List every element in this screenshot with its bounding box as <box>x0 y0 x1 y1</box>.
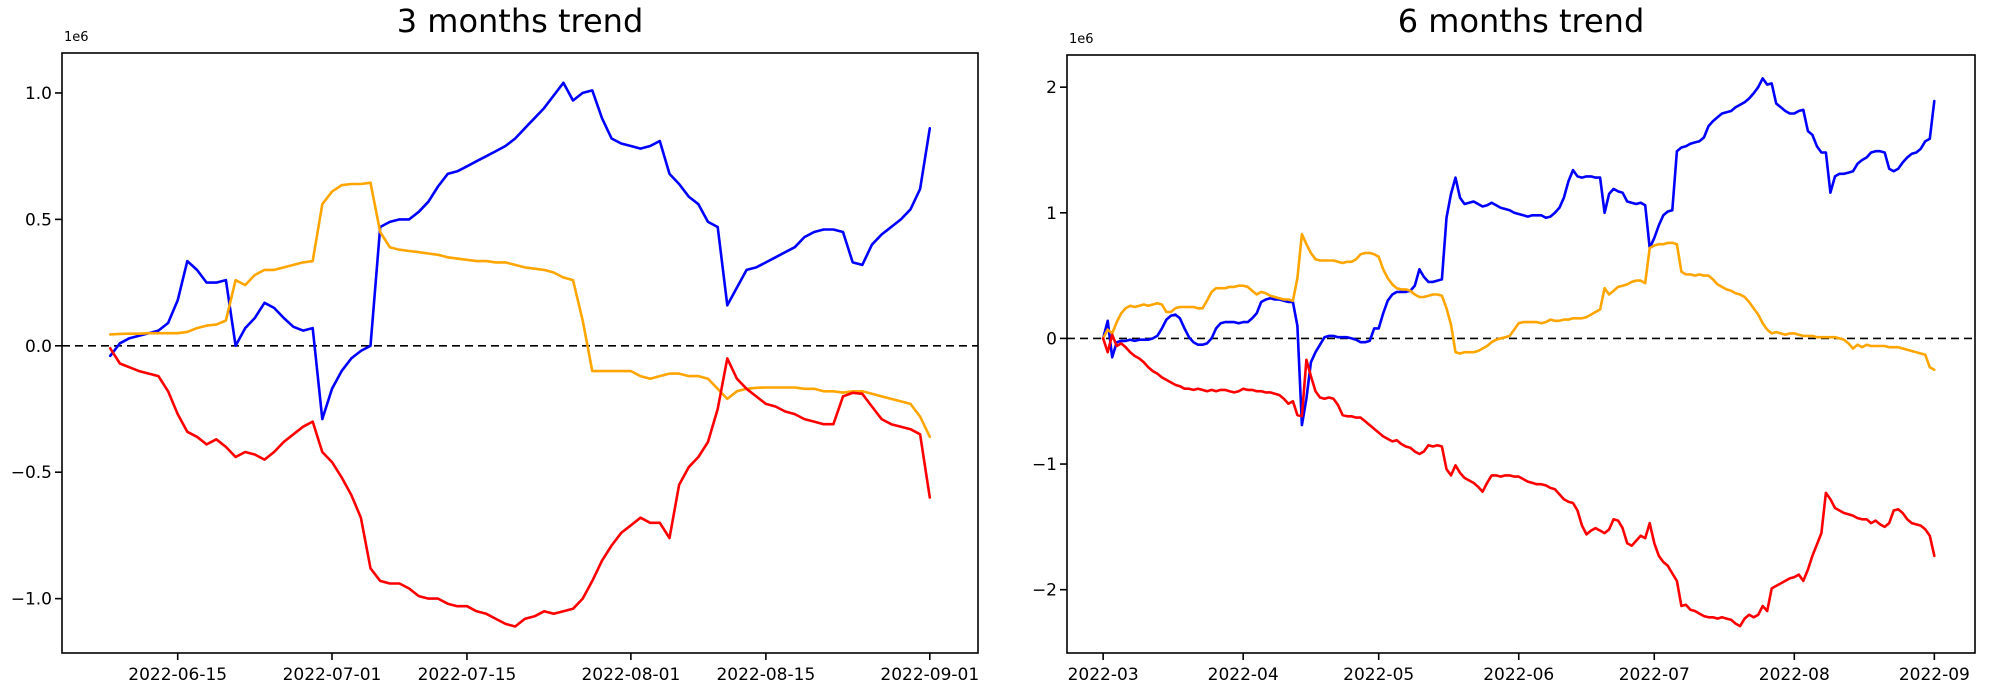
series-red-line <box>108 346 932 628</box>
y-tick-label: 0.0 <box>25 337 52 357</box>
series-red-line <box>1101 333 1936 628</box>
x-tick-label: 2022-09-01 <box>880 665 979 685</box>
series-orange-line <box>1101 232 1936 372</box>
x-tick-label: 2022-08 <box>1759 665 1830 685</box>
x-tick-label: 2022-03 <box>1068 665 1139 685</box>
y-axis-offset-label: 1e6 <box>64 30 89 45</box>
y-axis-offset-label: 1e6 <box>1069 32 1094 47</box>
axes-spines <box>61 52 979 654</box>
y-tick-label: 2 <box>1046 78 1057 98</box>
y-tick-label: −1.0 <box>11 590 52 610</box>
axes-spines <box>1066 54 1976 654</box>
y-tick-label: 0 <box>1046 329 1057 349</box>
x-tick-label: 2022-06-15 <box>128 665 227 685</box>
x-tick-label: 2022-08-01 <box>581 665 680 685</box>
x-tick-label: 2022-09 <box>1899 665 1970 685</box>
series-blue-line <box>108 81 932 421</box>
x-tick-label: 2022-07 <box>1619 665 1690 685</box>
y-tick-label: −2 <box>1032 581 1057 601</box>
x-tick-label: 2022-07-15 <box>418 665 517 685</box>
chart-title-6-months: 6 months trend <box>1397 2 1645 40</box>
y-tick-label: −0.5 <box>11 463 52 483</box>
x-tick-label: 2022-06 <box>1483 665 1554 685</box>
x-tick-label: 2022-04 <box>1208 665 1279 685</box>
y-tick-label: 1.0 <box>25 84 52 104</box>
x-tick-label: 2022-07-01 <box>283 665 382 685</box>
x-tick-label: 2022-08-15 <box>716 665 815 685</box>
series-blue-line <box>1101 77 1936 427</box>
y-tick-label: 1 <box>1046 204 1057 224</box>
chart-title-3-months: 3 months trend <box>396 2 644 40</box>
series-orange-line <box>108 181 932 439</box>
x-tick-label: 2022-05 <box>1343 665 1414 685</box>
y-tick-label: 0.5 <box>25 210 52 230</box>
y-tick-label: −1 <box>1032 455 1057 475</box>
